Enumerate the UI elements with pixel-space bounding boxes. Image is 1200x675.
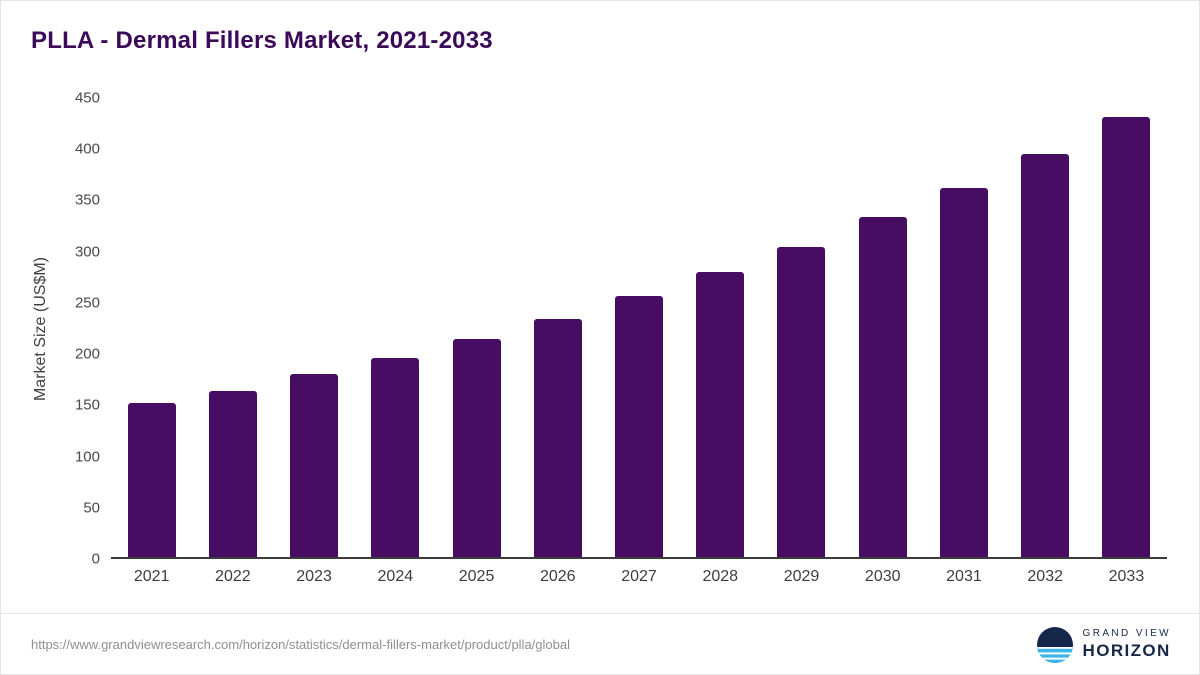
y-tick-label: 350 bbox=[74, 191, 100, 209]
x-tick-label: 2021 bbox=[133, 568, 170, 585]
bar-slot bbox=[273, 98, 354, 557]
y-tick-label: 200 bbox=[74, 345, 100, 363]
x-tick-label: 2023 bbox=[296, 568, 332, 585]
plot-area bbox=[111, 98, 1167, 559]
bar-2033 bbox=[1102, 117, 1151, 557]
y-tick-label: 150 bbox=[74, 396, 100, 414]
bar-slot bbox=[680, 98, 761, 557]
bar-slot bbox=[517, 98, 598, 557]
bar-2029 bbox=[777, 246, 826, 557]
x-tick-label: 2030 bbox=[864, 568, 901, 585]
bar-slot bbox=[192, 98, 273, 557]
bar-slot bbox=[598, 98, 679, 557]
bar-2025 bbox=[452, 338, 501, 557]
page-title: PLLA - Dermal Fillers Market, 2021-2033 bbox=[31, 27, 493, 54]
bar-2027 bbox=[615, 295, 664, 557]
logo-line1: GRAND VIEW bbox=[1082, 627, 1171, 639]
logo-text: GRAND VIEW HORIZON bbox=[1083, 628, 1171, 662]
x-tick-label: 2033 bbox=[1108, 568, 1145, 585]
y-axis-ticks: 0 50 100 150 200 250 300 350 400 450 bbox=[1, 90, 100, 568]
bar-2023 bbox=[290, 374, 339, 557]
y-tick-label: 100 bbox=[74, 448, 100, 466]
x-tick-label: 2025 bbox=[458, 568, 495, 585]
x-tick-label: 2032 bbox=[1027, 568, 1063, 585]
y-tick-label: 450 bbox=[74, 89, 100, 107]
bar-2022 bbox=[208, 390, 257, 557]
x-axis-labels: 2021 2022 2023 2024 2025 2026 2027 2028 2029 2030… bbox=[111, 568, 1167, 586]
x-tick-label: 2026 bbox=[539, 568, 576, 585]
bar-2021 bbox=[127, 402, 176, 557]
grandview-horizon-logo: GRAND VIEW HORIZON bbox=[1036, 626, 1171, 663]
bar-slot bbox=[923, 98, 1004, 557]
bar-2024 bbox=[371, 358, 420, 557]
x-tick-label: 2027 bbox=[621, 568, 657, 585]
source-url: https://www.grandviewresearch.com/horizo… bbox=[31, 637, 570, 652]
bar-2032 bbox=[1021, 154, 1070, 557]
bar-2031 bbox=[939, 187, 988, 557]
bar-slot bbox=[842, 98, 923, 557]
y-tick-label: 400 bbox=[74, 140, 100, 158]
logo-line2: HORIZON bbox=[1082, 641, 1171, 661]
y-tick-label: 300 bbox=[74, 243, 100, 261]
bar-slot bbox=[355, 98, 436, 557]
x-tick-label: 2029 bbox=[783, 568, 820, 585]
y-tick-label: 0 bbox=[91, 550, 100, 568]
bar-slot bbox=[761, 98, 842, 557]
bar-2026 bbox=[533, 319, 582, 557]
footer: https://www.grandviewresearch.com/horizo… bbox=[1, 613, 1199, 674]
bar-slot bbox=[1086, 98, 1167, 557]
x-tick-label: 2024 bbox=[377, 568, 414, 585]
bar-slot bbox=[111, 98, 192, 557]
x-tick-label: 2031 bbox=[946, 568, 982, 585]
x-tick-label: 2022 bbox=[215, 568, 251, 585]
y-tick-label: 250 bbox=[74, 294, 100, 312]
bar-series bbox=[111, 98, 1167, 557]
bar-slot bbox=[436, 98, 517, 557]
y-tick-label: 50 bbox=[83, 499, 100, 517]
horizon-logo-icon bbox=[1036, 626, 1073, 663]
bar-slot bbox=[1005, 98, 1086, 557]
bar-2028 bbox=[696, 272, 745, 557]
bar-2030 bbox=[858, 217, 907, 557]
x-tick-label: 2028 bbox=[702, 568, 739, 585]
